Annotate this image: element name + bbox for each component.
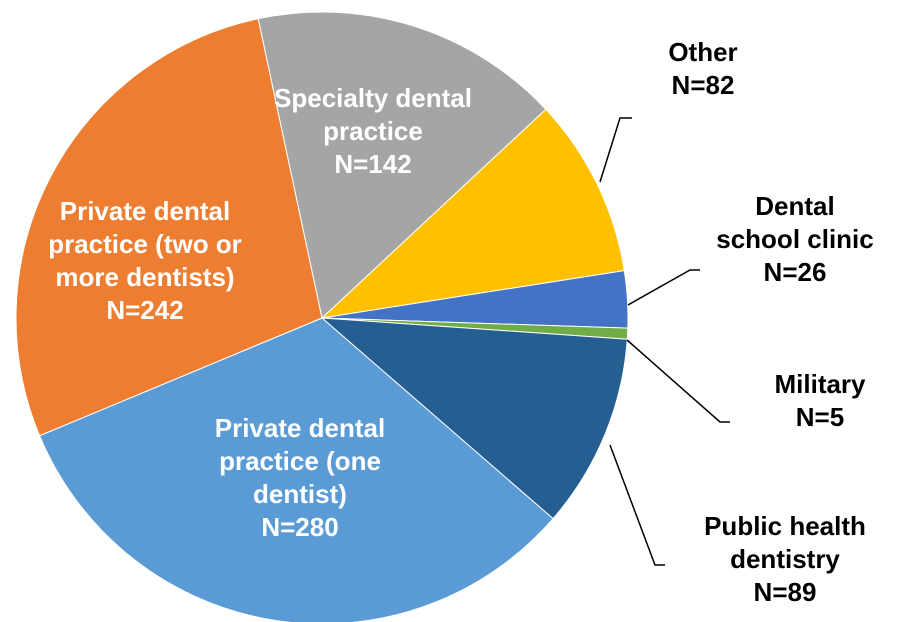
category-label: Dental school clinic <box>716 191 874 254</box>
category-label: Public health dentistry <box>704 511 866 574</box>
category-label: Specialty dental practice <box>274 83 472 146</box>
leader-line <box>626 339 730 423</box>
value-label: N=26 <box>763 257 827 287</box>
pie-slice <box>38 317 554 622</box>
leader-line <box>627 269 700 306</box>
pie-slice <box>15 18 323 437</box>
pie-slice <box>320 108 625 319</box>
slice-label: Dental school clinic N=26 <box>710 190 880 289</box>
category-label: Private dental practice (one dentist) <box>214 413 386 509</box>
value-label: N=89 <box>753 577 817 607</box>
slice-label: Private dental practice (one dentist) N=2… <box>180 412 420 544</box>
slice-label: Public health dentistry N=89 <box>680 510 890 609</box>
slice-label: Private dental practice (two or more den… <box>20 195 270 327</box>
category-label: Private dental practice (two or more den… <box>48 196 242 292</box>
value-label: N=280 <box>261 512 339 542</box>
pie-slice <box>320 317 628 520</box>
value-label: N=142 <box>334 149 412 179</box>
leader-line <box>609 444 665 566</box>
value-label: N=82 <box>671 70 735 100</box>
slice-label: Specialty dental practice N=142 <box>258 82 488 181</box>
slice-label: Military N=5 <box>750 368 890 434</box>
value-label: N=242 <box>106 295 184 325</box>
leader-line <box>599 117 632 183</box>
category-label: Military <box>774 369 866 399</box>
slice-label: Other N=82 <box>633 36 773 102</box>
value-label: N=5 <box>795 402 845 432</box>
pie-slice <box>257 11 547 319</box>
category-label: Other <box>668 37 738 67</box>
